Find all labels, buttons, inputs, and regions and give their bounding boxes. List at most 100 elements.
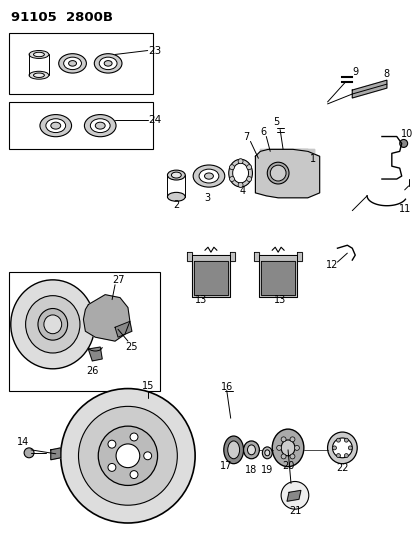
Ellipse shape	[199, 169, 218, 183]
Circle shape	[280, 481, 308, 509]
Ellipse shape	[272, 429, 303, 467]
Text: 13: 13	[273, 295, 285, 305]
Ellipse shape	[64, 57, 81, 70]
Ellipse shape	[227, 441, 239, 459]
Ellipse shape	[29, 51, 49, 59]
Ellipse shape	[228, 159, 252, 187]
Ellipse shape	[90, 119, 110, 133]
Ellipse shape	[336, 438, 339, 442]
Polygon shape	[254, 252, 259, 261]
Text: 5: 5	[273, 117, 279, 127]
Circle shape	[78, 406, 177, 505]
Ellipse shape	[46, 119, 66, 133]
Polygon shape	[83, 295, 130, 341]
Ellipse shape	[95, 122, 105, 129]
Ellipse shape	[11, 280, 95, 369]
Ellipse shape	[280, 454, 285, 459]
Ellipse shape	[262, 447, 272, 459]
Circle shape	[143, 452, 151, 460]
Ellipse shape	[104, 61, 112, 66]
Ellipse shape	[347, 446, 351, 450]
Polygon shape	[51, 448, 61, 460]
Ellipse shape	[193, 165, 224, 187]
Bar	[9, 272, 159, 391]
Polygon shape	[229, 252, 234, 261]
Ellipse shape	[204, 173, 213, 179]
Text: 8: 8	[383, 69, 389, 79]
Ellipse shape	[344, 438, 347, 442]
Text: 91105  2800B: 91105 2800B	[11, 11, 113, 25]
Ellipse shape	[332, 446, 336, 450]
Circle shape	[98, 426, 157, 486]
Ellipse shape	[243, 441, 259, 459]
Text: 16: 16	[220, 382, 233, 392]
Text: 17: 17	[219, 461, 231, 471]
Text: 26: 26	[86, 366, 98, 376]
Text: 9: 9	[351, 67, 357, 77]
Bar	[9, 102, 152, 149]
Ellipse shape	[223, 436, 243, 464]
Ellipse shape	[246, 165, 251, 169]
Ellipse shape	[94, 54, 122, 73]
Polygon shape	[259, 255, 296, 297]
Ellipse shape	[294, 446, 299, 450]
Polygon shape	[351, 80, 386, 98]
Ellipse shape	[38, 309, 67, 340]
Polygon shape	[192, 255, 229, 297]
Polygon shape	[115, 321, 132, 337]
Circle shape	[130, 433, 138, 441]
Ellipse shape	[237, 159, 242, 164]
Ellipse shape	[280, 437, 285, 442]
Text: 15: 15	[141, 381, 154, 391]
Text: 3: 3	[204, 193, 209, 203]
Ellipse shape	[44, 315, 62, 334]
Ellipse shape	[229, 176, 234, 182]
Ellipse shape	[40, 115, 71, 137]
Ellipse shape	[51, 122, 61, 129]
Text: 4: 4	[239, 186, 245, 196]
Ellipse shape	[237, 182, 242, 188]
Polygon shape	[286, 490, 300, 501]
Polygon shape	[187, 252, 192, 261]
Ellipse shape	[246, 176, 251, 182]
Text: 14: 14	[17, 437, 29, 447]
Ellipse shape	[167, 170, 185, 180]
Ellipse shape	[69, 61, 76, 66]
Ellipse shape	[171, 172, 181, 178]
Ellipse shape	[344, 454, 347, 457]
Ellipse shape	[26, 296, 80, 353]
Ellipse shape	[247, 445, 255, 455]
Text: 12: 12	[325, 260, 338, 270]
Ellipse shape	[264, 450, 269, 456]
Text: 19: 19	[261, 465, 273, 474]
Polygon shape	[296, 252, 301, 261]
Ellipse shape	[276, 446, 281, 450]
Ellipse shape	[99, 57, 117, 70]
Ellipse shape	[290, 454, 294, 459]
Circle shape	[24, 448, 34, 458]
Circle shape	[130, 471, 138, 479]
Text: 22: 22	[335, 463, 348, 473]
Text: 25: 25	[125, 342, 138, 352]
Circle shape	[108, 440, 116, 448]
Circle shape	[108, 464, 116, 471]
Ellipse shape	[84, 115, 116, 137]
Text: 10: 10	[399, 128, 412, 139]
Polygon shape	[260, 149, 314, 156]
Text: 6: 6	[260, 126, 266, 136]
Text: 24: 24	[147, 115, 161, 125]
Text: 1: 1	[309, 154, 315, 164]
Text: 27: 27	[112, 275, 124, 285]
Ellipse shape	[29, 71, 49, 79]
Text: 18: 18	[245, 465, 257, 474]
Text: 13: 13	[195, 295, 206, 305]
Polygon shape	[261, 261, 294, 295]
Text: 2: 2	[173, 200, 179, 209]
Ellipse shape	[280, 440, 294, 456]
Polygon shape	[255, 149, 319, 198]
Bar	[9, 33, 152, 94]
Polygon shape	[88, 347, 102, 361]
Ellipse shape	[232, 163, 248, 183]
Circle shape	[332, 438, 351, 458]
Ellipse shape	[267, 162, 288, 184]
